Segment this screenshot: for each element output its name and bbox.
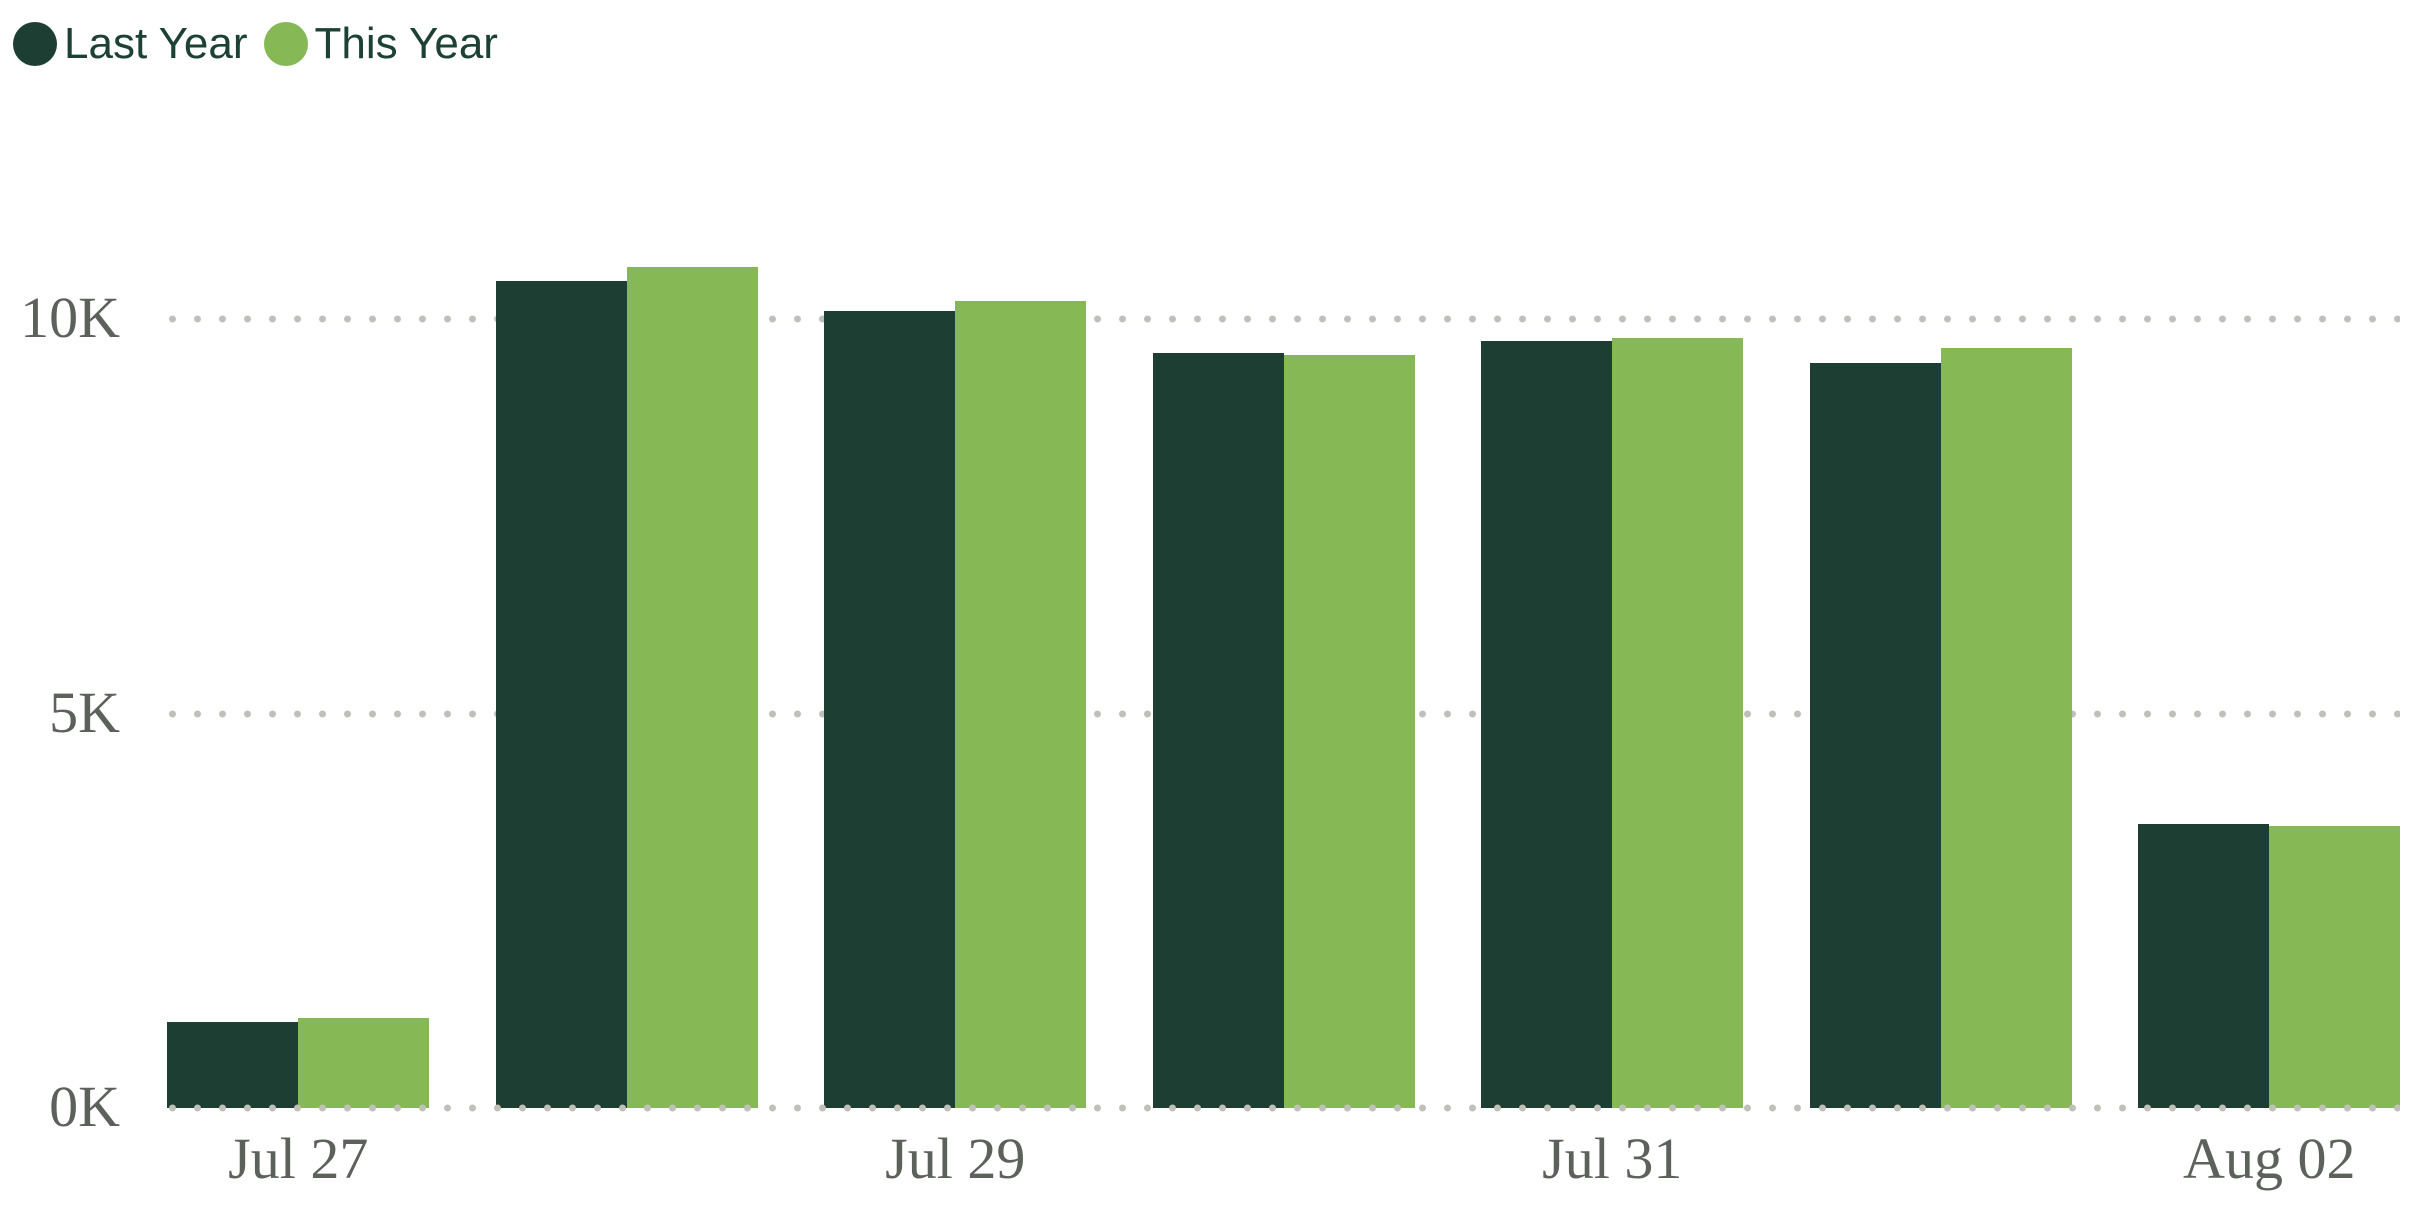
bar-last-year-jul-27[interactable] [167, 1022, 299, 1108]
legend-item-last-year[interactable]: Last Year [13, 22, 248, 66]
bar-last-year-jul-30[interactable] [1152, 353, 1284, 1108]
bar-this-year-jul-31[interactable] [1612, 338, 1744, 1108]
x-axis-tick-jul-29: Jul 29 [885, 1126, 1026, 1191]
x-axis-tick-aug-02: Aug 02 [2183, 1126, 2356, 1191]
bar-this-year-jul-30[interactable] [1283, 355, 1415, 1108]
legend-item-this-year[interactable]: This Year [263, 19, 498, 68]
bar-this-year-jul-28[interactable] [626, 267, 758, 1108]
bar-this-year-jul-29[interactable] [955, 301, 1087, 1108]
x-axis-tick-jul-31: Jul 31 [1542, 1126, 1683, 1191]
legend-label-last-year: Last Year [64, 19, 248, 68]
last-year-swatch-icon [13, 22, 57, 66]
bar-last-year-jul-28[interactable] [495, 281, 627, 1108]
y-axis-tick-10k: 10K [20, 285, 120, 351]
bar-this-year-jul-27[interactable] [298, 1018, 430, 1108]
chart-legend: Last Year This Year [13, 22, 498, 66]
bar-this-year-aug-01[interactable] [1940, 348, 2072, 1108]
y-axis-tick-5k: 5K [49, 679, 120, 745]
bar-this-year-aug-02[interactable] [2269, 826, 2401, 1108]
x-axis-tick-jul-27: Jul 27 [228, 1126, 369, 1191]
this-year-swatch-icon [263, 22, 308, 66]
y-axis-tick-0k: 0K [49, 1073, 120, 1139]
legend-label-this-year: This Year [314, 19, 498, 68]
bar-last-year-aug-02[interactable] [2138, 824, 2270, 1108]
bar-last-year-jul-31[interactable] [1481, 341, 1613, 1108]
bar-last-year-jul-29[interactable] [824, 311, 956, 1108]
bar-last-year-aug-01[interactable] [1809, 362, 1941, 1108]
